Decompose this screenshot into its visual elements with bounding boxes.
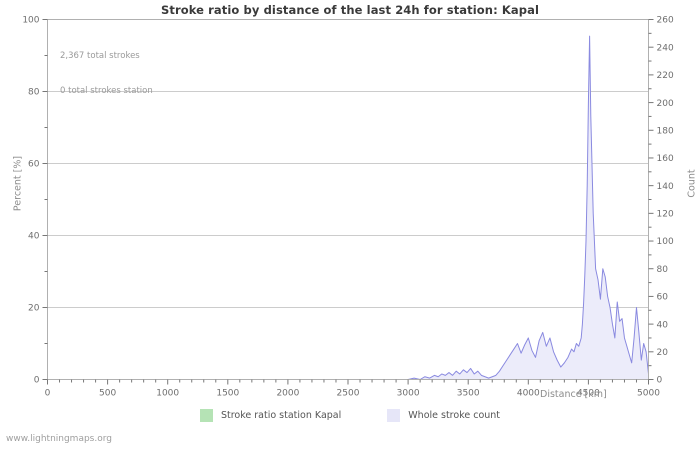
svg-text:4000: 4000 [517,389,540,399]
svg-text:0: 0 [657,376,663,386]
svg-text:20: 20 [657,348,669,358]
svg-text:3000: 3000 [397,389,420,399]
svg-text:2500: 2500 [337,389,360,399]
chart-title: Stroke ratio by distance of the last 24h… [160,3,540,17]
svg-text:240: 240 [657,43,674,53]
svg-text:0: 0 [45,389,51,399]
footer-watermark: www.lightningmaps.org [6,434,112,444]
svg-text:160: 160 [657,154,674,164]
svg-text:60: 60 [28,160,40,170]
svg-text:80: 80 [657,265,669,275]
stroke-totals-annotation: 2,367 total strokes 0 total strokes stat… [60,28,153,120]
svg-text:100: 100 [22,16,39,26]
y-axis-left-label: Percent [%] [12,155,24,212]
svg-text:1500: 1500 [216,389,239,399]
svg-text:40: 40 [28,232,40,242]
svg-text:20: 20 [28,304,40,314]
svg-text:2000: 2000 [276,389,299,399]
legend-swatch-icon [387,409,401,422]
svg-text:4500: 4500 [577,389,600,399]
svg-text:200: 200 [657,99,674,109]
svg-text:120: 120 [657,210,674,220]
legend-label: Whole stroke count [408,410,501,421]
svg-text:180: 180 [657,126,674,136]
total-strokes-station-text: 0 total strokes station [60,85,153,96]
svg-text:40: 40 [657,320,669,330]
legend-swatch-icon [199,409,213,422]
legend-item-stroke-ratio[interactable]: Stroke ratio station Kapal [199,409,342,422]
svg-text:260: 260 [657,16,674,26]
y-axis-right-label: Count [686,169,698,198]
svg-text:5000: 5000 [637,389,660,399]
svg-text:0: 0 [34,376,40,386]
svg-text:220: 220 [657,71,674,81]
svg-text:3500: 3500 [457,389,480,399]
svg-text:80: 80 [28,88,40,98]
svg-text:60: 60 [657,293,669,303]
svg-text:1000: 1000 [156,389,179,399]
chart-legend: Stroke ratio station Kapal Whole stroke … [0,409,700,422]
legend-label: Stroke ratio station Kapal [220,410,342,421]
svg-text:100: 100 [657,237,674,247]
x-axis-label: Distance [km] [540,389,607,400]
legend-item-whole-stroke-count[interactable]: Whole stroke count [387,409,500,422]
total-strokes-text: 2,367 total strokes [60,51,140,61]
svg-text:140: 140 [657,182,674,192]
svg-text:500: 500 [99,389,116,399]
